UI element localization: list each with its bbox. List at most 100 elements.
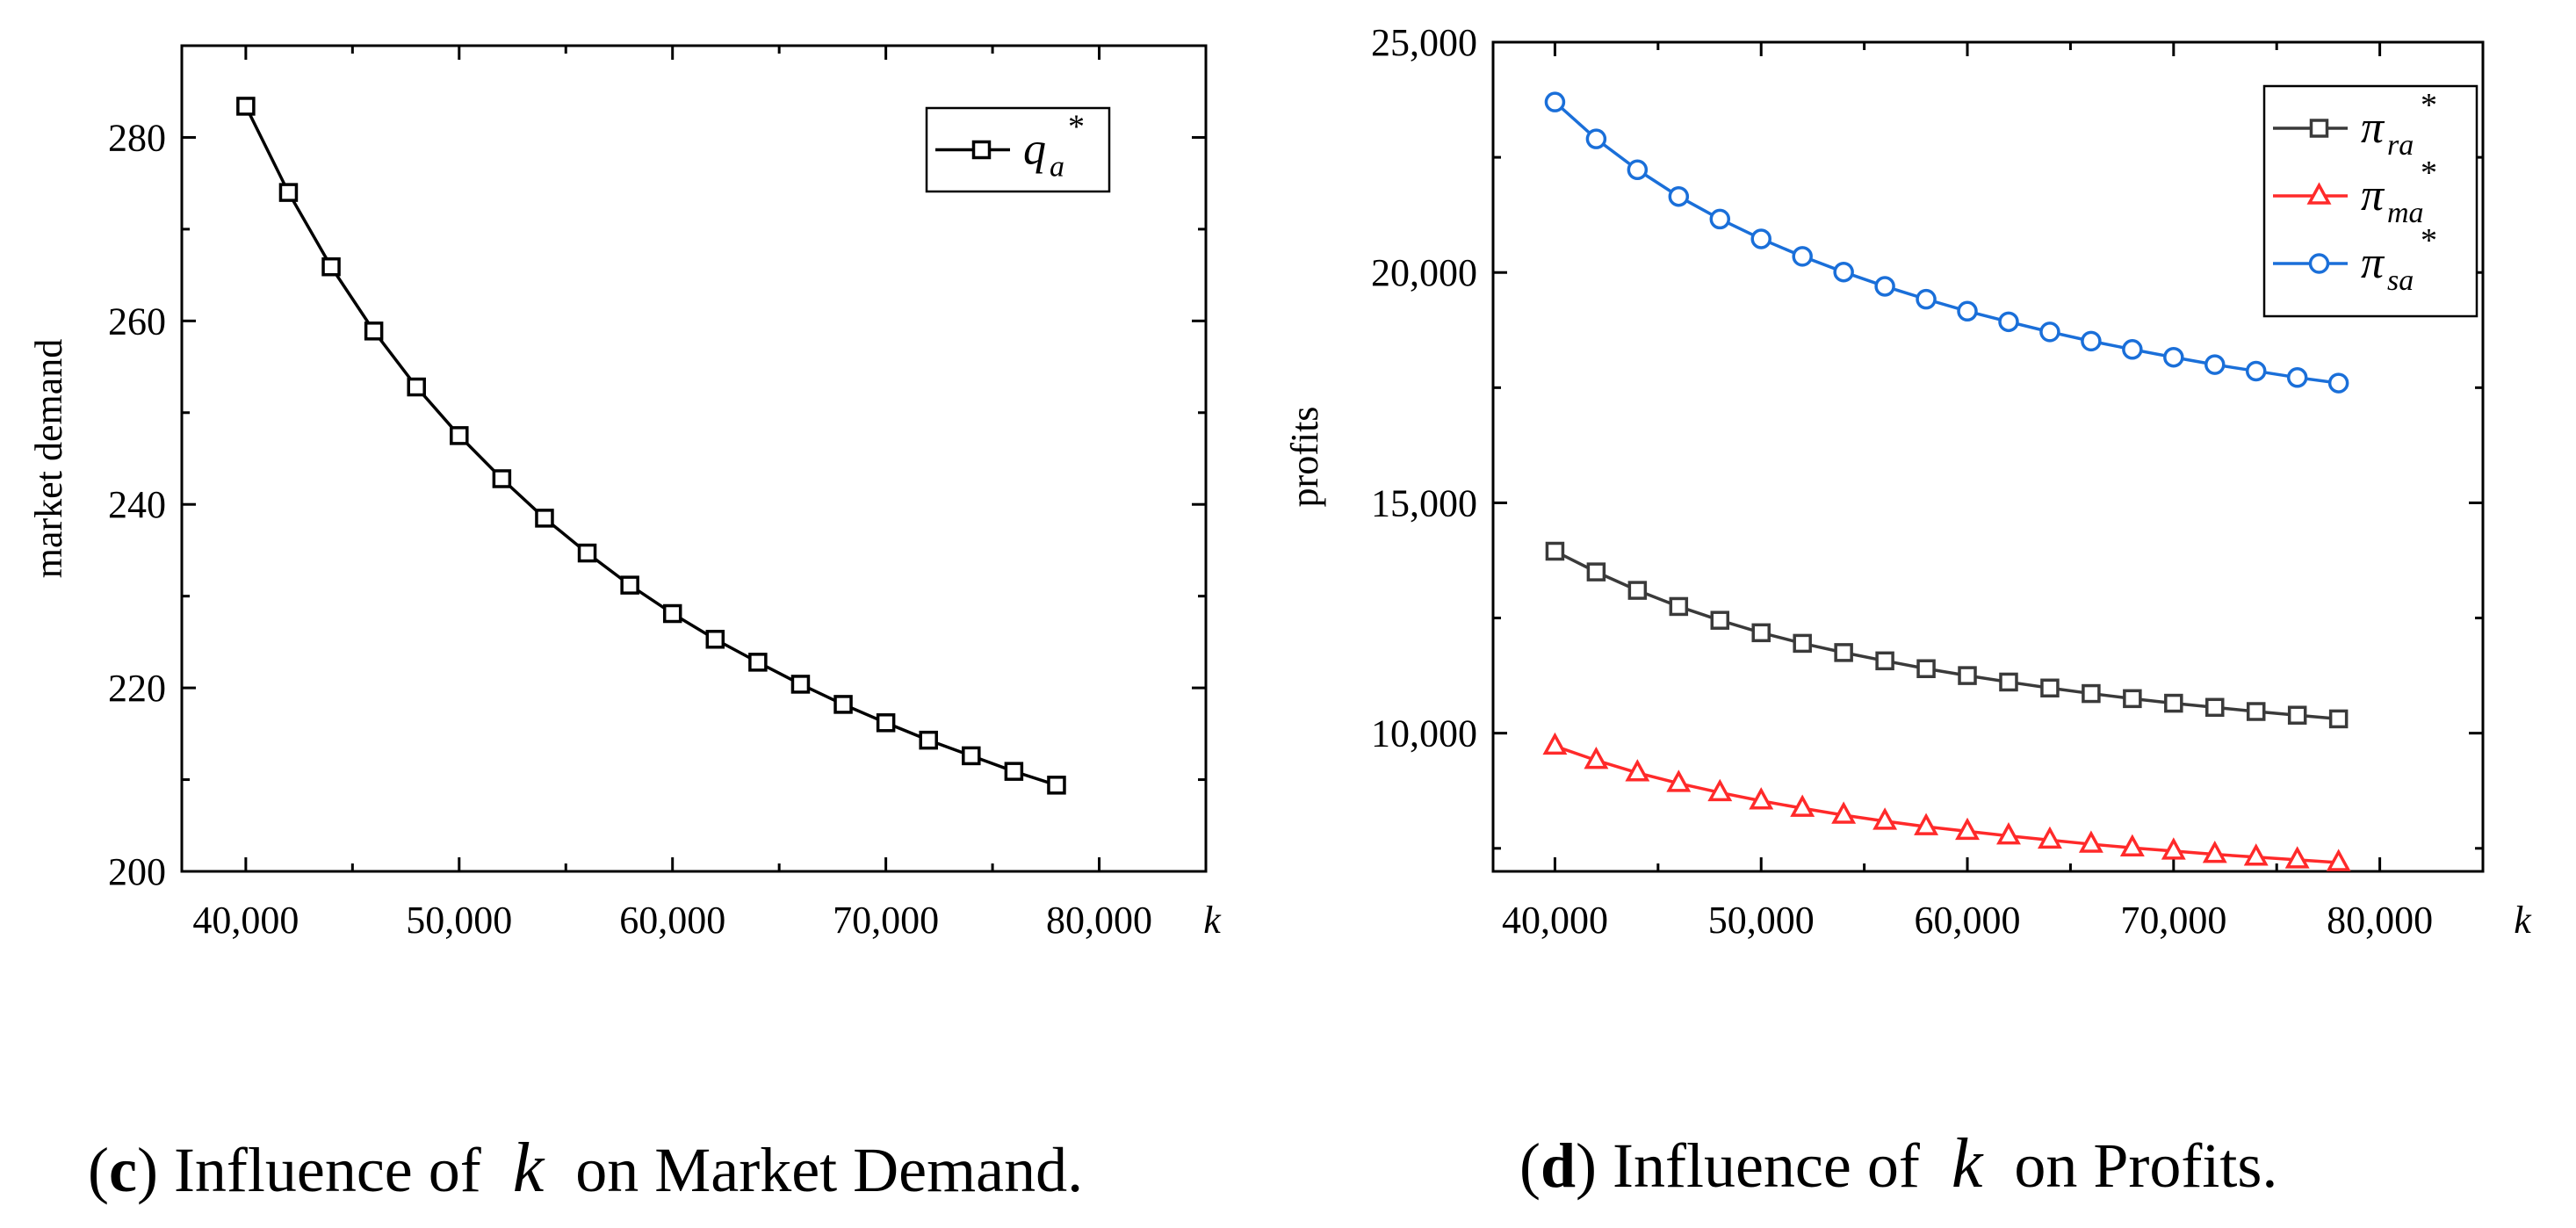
chart-c-legend-label: q — [1023, 125, 1046, 175]
chart-d-x-tick-label: 70,000 — [2120, 899, 2226, 942]
caption-d-pre: Influence of — [1613, 1130, 1920, 1201]
chart-d-data-point — [1668, 185, 1690, 207]
chart-d-data-point — [2164, 693, 2183, 713]
chart-d-data-point — [2205, 697, 2225, 718]
chart-c-x-tick-label: 40,000 — [192, 899, 299, 942]
chart-d-data-point — [2287, 705, 2307, 725]
chart-d-legend-label-sub: sa — [2387, 264, 2414, 297]
caption-c-letter: c — [108, 1135, 137, 1205]
chart-d-series-line — [1554, 100, 2339, 385]
chart-d-data-point — [2286, 367, 2308, 388]
chart-d-data-point — [1874, 276, 1895, 297]
chart-d-legend-marker — [2309, 119, 2329, 138]
chart-c-data-point — [450, 426, 469, 445]
chart-d-data-point — [2081, 330, 2102, 352]
chart-d-data-point — [1584, 746, 1609, 769]
chart-d-series-2 — [1544, 91, 2349, 394]
chart-d-y-tick-label: 25,000 — [1371, 21, 1477, 64]
chart-d-data-point — [2245, 360, 2267, 382]
chart-d-data-point — [1709, 208, 1731, 230]
chart-c-y-axis-title: market demand — [27, 339, 70, 578]
chart-d-data-point — [1707, 778, 1733, 802]
chart-d-data-point — [1666, 769, 1692, 792]
chart-d-data-point — [1914, 813, 1939, 835]
chart-d-data-point — [2327, 372, 2349, 394]
caption-d-letter: d — [1540, 1130, 1577, 1201]
chart-d-x-tick-label: 80,000 — [2327, 899, 2433, 942]
chart-c-data-point — [535, 509, 554, 528]
chart-d-data-point — [1585, 128, 1607, 149]
chart-d-data-point — [1792, 246, 1813, 267]
caption-c-post: on Market Demand. — [575, 1135, 1084, 1205]
chart-d-data-point — [2039, 321, 2060, 343]
caption-d: (d) Influence of k on Profits. — [1519, 1125, 2278, 1203]
chart-d-legend-label: π — [2361, 170, 2385, 220]
chart-d-data-point — [1544, 91, 1566, 112]
chart-d-x-tick-label: 40,000 — [1502, 899, 1608, 942]
chart-d-y-tick-label: 20,000 — [1371, 251, 1477, 294]
chart-c-data-point — [790, 675, 811, 694]
chart-d-data-point — [2123, 689, 2142, 709]
chart-d-data-point — [1790, 794, 1815, 817]
chart-c-data-point — [278, 183, 299, 202]
chart-d-data-point — [1958, 666, 1977, 685]
chart-d-x-tick-label: 60,000 — [1915, 899, 2021, 942]
chart-c-x-axis-title: k — [1203, 899, 1222, 942]
caption-c-var: k — [512, 1130, 545, 1207]
chart-d-data-point — [2284, 846, 2310, 869]
chart-c-x-tick-label: 80,000 — [1046, 899, 1152, 942]
chart-c-data-point — [1004, 762, 1024, 781]
chart-c-data-point — [662, 603, 682, 624]
chart-d-data-point — [1955, 817, 1980, 841]
chart-d-y-tick-label: 10,000 — [1371, 712, 1477, 755]
chart-d-data-point — [1916, 659, 1936, 678]
chart-d-data-point — [2037, 826, 2062, 849]
chart-c-y-tick-label: 260 — [108, 300, 166, 343]
chart-c-data-point — [705, 630, 725, 649]
chart-c-y-tick-label: 280 — [108, 116, 166, 159]
chart-d-data-point — [1834, 643, 1853, 662]
chart-d-legend-label-sup: * — [2421, 222, 2437, 259]
chart-d-data-point — [1669, 596, 1689, 617]
chart-d-data-point — [2161, 837, 2186, 860]
chart-c-legend-label-sup: * — [1068, 109, 1085, 146]
chart-c-legend-marker — [971, 140, 992, 160]
chart-c-data-point — [492, 469, 512, 488]
chart-d-data-point — [1710, 610, 1730, 630]
chart-d-series-line — [1554, 549, 2339, 721]
chart-c-data-point — [407, 377, 426, 397]
chart-c-x-tick-label: 50,000 — [406, 899, 512, 942]
chart-c-data-point — [577, 543, 597, 563]
chart-d-data-point — [1998, 311, 2019, 333]
chart-d-data-point — [1751, 623, 1771, 643]
chart-d-data-point — [2078, 830, 2103, 853]
chart-d-y-axis-title: profits — [1283, 407, 1326, 508]
chart-c-y-tick-label: 220 — [108, 667, 166, 710]
chart-d-data-point — [1749, 787, 1774, 810]
chart-d-legend-label-sub: ra — [2387, 129, 2414, 162]
caption-d-var: k — [1951, 1125, 1983, 1203]
chart-c-data-point — [236, 97, 256, 116]
chart-d-data-point — [2082, 683, 2101, 704]
chart-d-data-point — [1545, 541, 1565, 561]
chart-c-y-tick-label: 200 — [108, 850, 166, 893]
chart-d-legend-label: π — [2361, 103, 2385, 153]
chart-d-data-point — [2328, 709, 2349, 729]
chart-d-data-point — [1793, 633, 1812, 654]
chart-d-data-point — [1627, 159, 1649, 181]
chart-d-x-axis-title: k — [2514, 899, 2532, 942]
chart-c-data-point — [833, 695, 853, 714]
chart-c-y-tick-label: 240 — [108, 483, 166, 526]
chart-d-data-point — [1586, 562, 1606, 581]
chart-c-legend-label-sub: a — [1050, 151, 1064, 184]
chart-d-data-point — [1831, 801, 1857, 824]
chart-d-data-point — [2040, 678, 2060, 698]
chart-c-data-point — [1047, 776, 1066, 795]
chart-d-data-point — [1996, 821, 2021, 845]
chart-c-data-point — [748, 653, 768, 672]
chart-d-data-point — [1627, 581, 1648, 600]
chart-d-legend-label-sup: * — [2421, 155, 2437, 191]
caption-c-pre: Influence of — [173, 1135, 481, 1205]
chart-d-legend-label-sub: ma — [2387, 197, 2424, 229]
